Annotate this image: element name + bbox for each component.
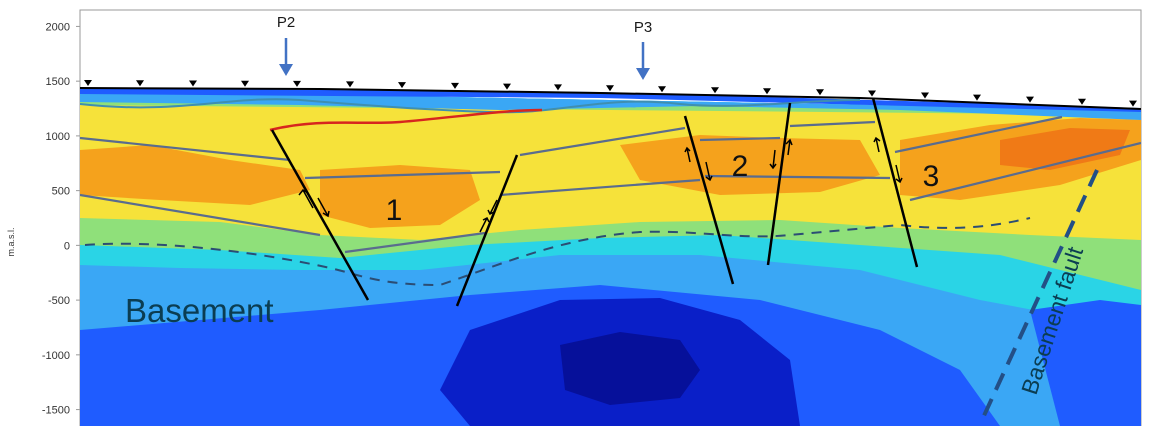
fault-line-e (871, 97, 919, 268)
ground-surface-line (80, 87, 1141, 110)
near-surface-band (80, 90, 1141, 120)
station-marker-icon (1078, 98, 1086, 105)
slip-arrows (298, 136, 903, 233)
y-tick-label: -500 (48, 295, 70, 307)
red-orange-lens (1000, 128, 1130, 170)
fault-line-d (766, 102, 792, 266)
block-3-label: 3 (923, 160, 940, 193)
y-tick-label: -1000 (42, 350, 70, 362)
station-marker-icon (711, 87, 719, 94)
basement-label: Basement (125, 292, 274, 329)
block-1-label: 1 (386, 194, 403, 227)
y-tick-label: 500 (52, 186, 70, 198)
well-p3-arrow-icon (636, 68, 650, 80)
station-markers (84, 80, 1137, 107)
basement-fault-line (980, 169, 1099, 421)
fault-line-a (270, 129, 370, 301)
station-marker-icon (816, 89, 824, 96)
station-marker-icon (763, 88, 771, 95)
horizon-bottom (344, 231, 486, 254)
basement-top-dashed (84, 217, 1031, 287)
station-marker-icon (189, 80, 197, 87)
y-tick-label: 1000 (46, 131, 70, 143)
station-marker-icon (1129, 100, 1137, 107)
right-blue-body (1030, 300, 1141, 426)
resistivity-fill (80, 88, 1141, 426)
y-axis-title: m.a.s.l. (6, 227, 16, 256)
red-reflector-line (269, 108, 543, 132)
orange-lens-block1 (320, 165, 480, 228)
orange-lens-left (80, 145, 310, 205)
surface-dark-band (80, 88, 1141, 112)
station-marker-icon (241, 80, 249, 87)
station-marker-icon (84, 80, 92, 87)
horizon-top (80, 115, 1063, 162)
block-2-label: 2 (732, 150, 749, 183)
station-marker-icon (346, 81, 354, 88)
y-axis: m.a.s.l. 2000 1500 1000 500 0 -500 -1000 -1500 (6, 21, 80, 417)
y-tick-label: 1500 (46, 76, 70, 88)
station-marker-icon (973, 94, 981, 101)
station-marker-icon (606, 85, 614, 92)
orange-lens-block2 (620, 135, 880, 195)
station-marker-icon (1026, 96, 1034, 103)
y-tick-label: 2000 (46, 21, 70, 33)
y-tick-label: 0 (64, 240, 70, 252)
station-marker-icon (921, 92, 929, 99)
station-marker-icon (658, 86, 666, 93)
y-tick-label: -1500 (42, 405, 70, 417)
station-marker-icon (554, 84, 562, 91)
well-p2-arrow-icon (279, 64, 293, 76)
fault-line-c (683, 115, 735, 285)
horizon-middle (80, 141, 1141, 237)
station-marker-icon (136, 80, 144, 87)
station-marker-icon (293, 80, 301, 87)
station-marker-icon (868, 90, 876, 97)
interpretation (80, 87, 1141, 421)
well-p3-label: P3 (634, 19, 652, 36)
station-marker-icon (503, 83, 511, 90)
darkest-core (560, 332, 700, 405)
station-marker-icon (451, 82, 459, 89)
well-p3: P3 (634, 19, 652, 80)
fault-line-b (455, 154, 519, 307)
well-p2-label: P2 (277, 14, 295, 31)
station-marker-icon (398, 82, 406, 89)
well-p2: P2 (277, 14, 295, 76)
y-axis-ticks: 2000 1500 1000 500 0 -500 -1000 -1500 (42, 21, 80, 417)
